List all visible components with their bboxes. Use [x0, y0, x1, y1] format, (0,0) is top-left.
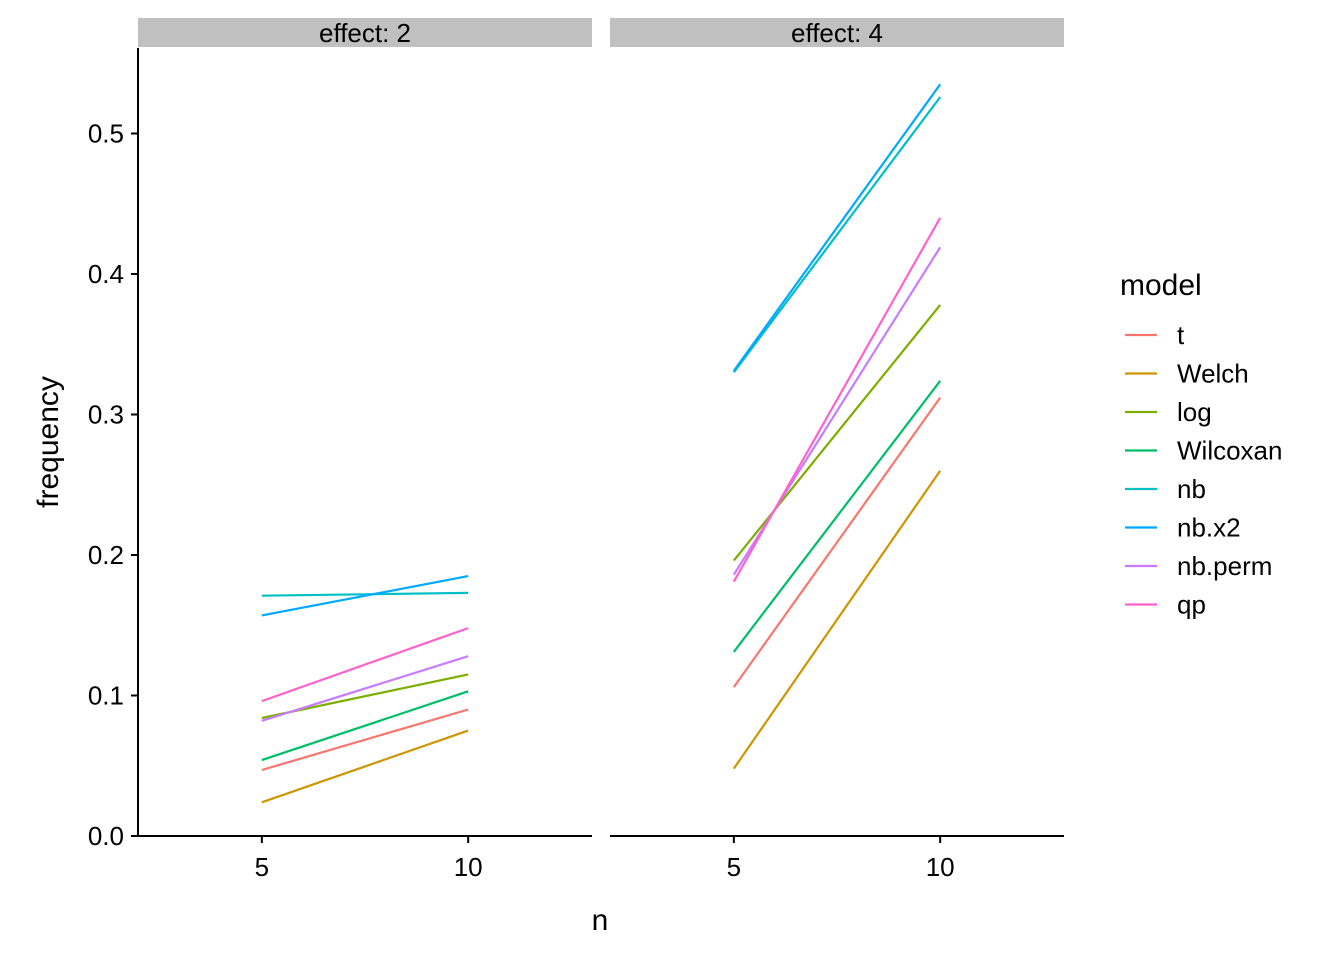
- panels: effect: 2 5 10 effect: 4 5 10: [138, 18, 1064, 882]
- legend-label-qp: qp: [1177, 590, 1206, 620]
- series-line-log: [732, 304, 942, 562]
- facet-strip: [610, 18, 1064, 47]
- legend-label-nb.perm: nb.perm: [1177, 551, 1272, 581]
- legend: model t Welch log Wilcoxan nb nb.x2 nb.perm qp: [1120, 269, 1282, 620]
- legend-label-log: log: [1177, 397, 1212, 427]
- series-line-Welch: [261, 729, 469, 804]
- series-line-nb.perm: [261, 655, 469, 722]
- series-line-nb.x2: [732, 83, 942, 372]
- series-line-nb.x2: [261, 575, 469, 617]
- legend-label-Welch: Welch: [1177, 359, 1249, 389]
- series-line-qp: [732, 217, 942, 583]
- legend-title: model: [1120, 269, 1202, 302]
- series-line-Welch: [732, 470, 942, 770]
- panel-1: effect: 2 5 10: [138, 18, 592, 882]
- series-line-t: [261, 708, 469, 772]
- legend-label-t: t: [1177, 320, 1185, 350]
- y-tick-label: 0.1: [88, 681, 124, 711]
- series-line-nb: [732, 96, 942, 373]
- y-tick-label: 0.5: [88, 119, 124, 149]
- series-line-nb: [261, 591, 469, 597]
- facet-strip-label: effect: 4: [791, 18, 883, 48]
- y-tick-label: 0.3: [88, 400, 124, 430]
- facet-strip: [138, 18, 592, 47]
- x-tick-label: 10: [926, 852, 955, 882]
- y-tick-label: 0.4: [88, 259, 124, 289]
- series-line-t: [732, 396, 942, 688]
- y-axis-title: frequency: [32, 376, 65, 508]
- x-axis-title: n: [592, 904, 609, 937]
- facet-strip-label: effect: 2: [319, 18, 411, 48]
- series-line-Wilcoxan: [732, 380, 942, 653]
- x-tick-label: 5: [255, 852, 269, 882]
- legend-label-Wilcoxan: Wilcoxan: [1177, 436, 1282, 466]
- y-tick-label: 0.0: [88, 821, 124, 851]
- y-axis: 0.0 0.1 0.2 0.3 0.4 0.5: [88, 48, 139, 851]
- series-line-Wilcoxan: [261, 690, 469, 762]
- x-tick-label: 10: [454, 852, 483, 882]
- legend-label-nb.x2: nb.x2: [1177, 513, 1241, 543]
- panel-2: effect: 4 5 10: [610, 18, 1064, 882]
- x-tick-label: 5: [727, 852, 741, 882]
- y-tick-label: 0.2: [88, 540, 124, 570]
- series-line-qp: [261, 627, 469, 703]
- legend-label-nb: nb: [1177, 474, 1206, 504]
